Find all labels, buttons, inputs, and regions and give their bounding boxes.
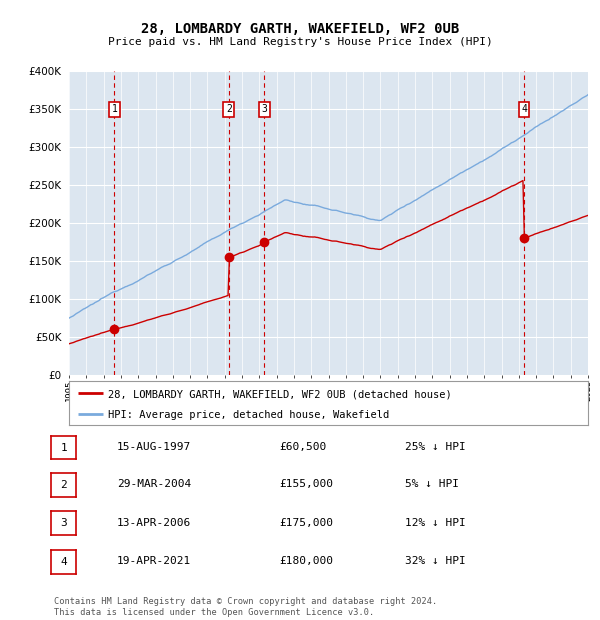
Text: 3: 3 <box>60 518 67 528</box>
Text: 1: 1 <box>60 443 67 453</box>
Text: 2: 2 <box>226 104 232 114</box>
Text: HPI: Average price, detached house, Wakefield: HPI: Average price, detached house, Wake… <box>108 410 389 420</box>
Text: 32% ↓ HPI: 32% ↓ HPI <box>405 556 466 566</box>
Text: £175,000: £175,000 <box>279 518 333 528</box>
Text: Contains HM Land Registry data © Crown copyright and database right 2024.
This d: Contains HM Land Registry data © Crown c… <box>54 598 437 617</box>
Text: 29-MAR-2004: 29-MAR-2004 <box>117 479 191 489</box>
Text: £60,500: £60,500 <box>279 442 326 452</box>
Text: 28, LOMBARDY GARTH, WAKEFIELD, WF2 0UB (detached house): 28, LOMBARDY GARTH, WAKEFIELD, WF2 0UB (… <box>108 389 452 399</box>
Text: 15-AUG-1997: 15-AUG-1997 <box>117 442 191 452</box>
Text: Price paid vs. HM Land Registry's House Price Index (HPI): Price paid vs. HM Land Registry's House … <box>107 37 493 47</box>
Text: 4: 4 <box>60 557 67 567</box>
Text: 12% ↓ HPI: 12% ↓ HPI <box>405 518 466 528</box>
Text: 28, LOMBARDY GARTH, WAKEFIELD, WF2 0UB: 28, LOMBARDY GARTH, WAKEFIELD, WF2 0UB <box>141 22 459 36</box>
Text: 13-APR-2006: 13-APR-2006 <box>117 518 191 528</box>
Text: 5% ↓ HPI: 5% ↓ HPI <box>405 479 459 489</box>
Text: 4: 4 <box>521 104 527 114</box>
Text: 19-APR-2021: 19-APR-2021 <box>117 556 191 566</box>
Text: 1: 1 <box>112 104 117 114</box>
Text: 25% ↓ HPI: 25% ↓ HPI <box>405 442 466 452</box>
Text: 2: 2 <box>60 480 67 490</box>
Text: £155,000: £155,000 <box>279 479 333 489</box>
Text: 3: 3 <box>261 104 267 114</box>
Text: £180,000: £180,000 <box>279 556 333 566</box>
